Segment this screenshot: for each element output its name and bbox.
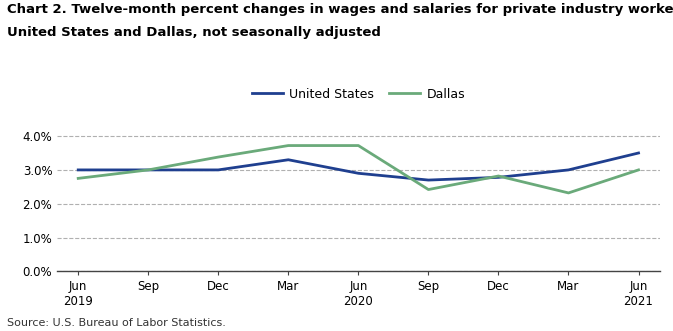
Dallas	[635, 168, 643, 172]
United States	[74, 168, 82, 172]
United States	[284, 158, 292, 162]
Dallas	[425, 188, 433, 192]
United States	[635, 151, 643, 155]
United States	[495, 175, 503, 179]
United States	[214, 168, 222, 172]
Dallas	[354, 144, 362, 148]
United States	[425, 178, 433, 182]
Dallas	[284, 144, 292, 148]
Dallas	[144, 168, 152, 172]
Text: Source: U.S. Bureau of Labor Statistics.: Source: U.S. Bureau of Labor Statistics.	[7, 318, 225, 328]
Line: Dallas: Dallas	[78, 146, 639, 193]
Dallas	[565, 191, 573, 195]
Text: United States and Dallas, not seasonally adjusted: United States and Dallas, not seasonally…	[7, 26, 381, 39]
Legend: United States, Dallas: United States, Dallas	[246, 83, 470, 106]
United States	[144, 168, 152, 172]
Text: Chart 2. Twelve-month percent changes in wages and salaries for private industry: Chart 2. Twelve-month percent changes in…	[7, 3, 673, 16]
Dallas	[214, 155, 222, 159]
Dallas	[74, 176, 82, 180]
United States	[354, 171, 362, 175]
Dallas	[495, 174, 503, 178]
Line: United States: United States	[78, 153, 639, 180]
United States	[565, 168, 573, 172]
